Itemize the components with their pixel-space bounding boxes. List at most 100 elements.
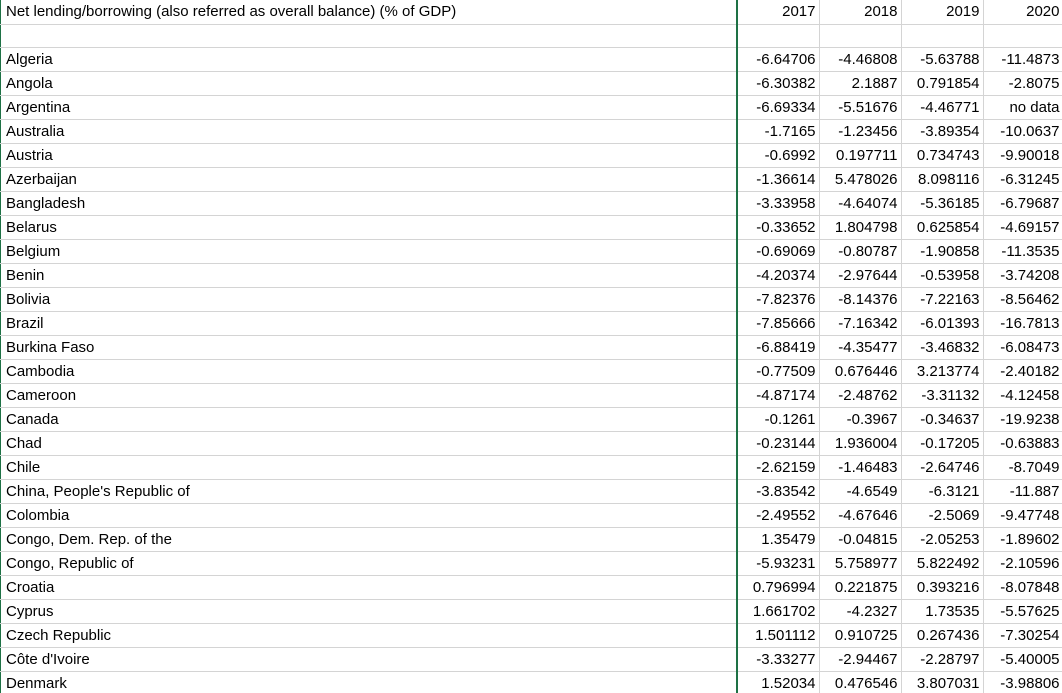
value-cell[interactable]: -2.48762: [819, 383, 902, 408]
value-cell[interactable]: -5.93231: [737, 551, 820, 576]
value-cell[interactable]: -0.23144: [737, 431, 820, 456]
value-cell[interactable]: -1.90858: [901, 239, 984, 264]
value-cell[interactable]: -5.63788: [901, 47, 984, 72]
value-cell[interactable]: -4.2327: [819, 599, 902, 624]
value-cell[interactable]: -6.3121: [901, 479, 984, 504]
value-cell[interactable]: 0.197711: [819, 143, 902, 168]
country-cell[interactable]: Czech Republic: [0, 623, 738, 648]
value-cell[interactable]: 0.910725: [819, 623, 902, 648]
value-cell[interactable]: 1.35479: [737, 527, 820, 552]
value-cell[interactable]: -7.16342: [819, 311, 902, 336]
value-cell[interactable]: -6.64706: [737, 47, 820, 72]
value-cell[interactable]: -3.98806: [983, 671, 1062, 693]
value-cell[interactable]: 2.1887: [819, 71, 902, 96]
value-cell[interactable]: 0.734743: [901, 143, 984, 168]
value-cell[interactable]: -4.64074: [819, 191, 902, 216]
value-cell[interactable]: -1.7165: [737, 119, 820, 144]
value-cell[interactable]: -6.69334: [737, 95, 820, 120]
value-cell[interactable]: -0.77509: [737, 359, 820, 384]
value-cell[interactable]: -2.49552: [737, 503, 820, 528]
value-cell[interactable]: 3.213774: [901, 359, 984, 384]
country-cell[interactable]: Cyprus: [0, 599, 738, 624]
value-cell[interactable]: -11.887: [983, 479, 1062, 504]
value-cell[interactable]: 0.476546: [819, 671, 902, 693]
value-cell[interactable]: 5.478026: [819, 167, 902, 192]
value-cell[interactable]: -1.46483: [819, 455, 902, 480]
value-cell[interactable]: -16.7813: [983, 311, 1062, 336]
value-cell[interactable]: -2.62159: [737, 455, 820, 480]
value-cell[interactable]: -11.3535: [983, 239, 1062, 264]
value-cell[interactable]: -2.10596: [983, 551, 1062, 576]
country-cell[interactable]: Colombia: [0, 503, 738, 528]
value-cell[interactable]: -2.97644: [819, 263, 902, 288]
value-cell[interactable]: -0.3967: [819, 407, 902, 432]
value-cell[interactable]: -8.7049: [983, 455, 1062, 480]
country-cell[interactable]: Cameroon: [0, 383, 738, 408]
value-cell[interactable]: -4.46808: [819, 47, 902, 72]
value-cell[interactable]: -8.07848: [983, 575, 1062, 600]
value-cell[interactable]: -3.33277: [737, 647, 820, 672]
country-cell[interactable]: Canada: [0, 407, 738, 432]
country-cell[interactable]: China, People's Republic of: [0, 479, 738, 504]
value-cell[interactable]: 1.73535: [901, 599, 984, 624]
value-cell[interactable]: 0.221875: [819, 575, 902, 600]
value-cell[interactable]: no data: [983, 95, 1062, 120]
value-cell[interactable]: 0.676446: [819, 359, 902, 384]
value-cell[interactable]: -4.46771: [901, 95, 984, 120]
year-header-cell[interactable]: 2018: [819, 0, 902, 25]
country-cell[interactable]: Belgium: [0, 239, 738, 264]
empty-cell[interactable]: [901, 24, 984, 48]
value-cell[interactable]: -5.57625: [983, 599, 1062, 624]
value-cell[interactable]: -4.6549: [819, 479, 902, 504]
value-cell[interactable]: -1.23456: [819, 119, 902, 144]
value-cell[interactable]: -3.89354: [901, 119, 984, 144]
country-cell[interactable]: Belarus: [0, 215, 738, 240]
empty-cell[interactable]: [0, 24, 738, 48]
value-cell[interactable]: -6.08473: [983, 335, 1062, 360]
value-cell[interactable]: -1.89602: [983, 527, 1062, 552]
value-cell[interactable]: -0.63883: [983, 431, 1062, 456]
value-cell[interactable]: 0.393216: [901, 575, 984, 600]
value-cell[interactable]: -0.33652: [737, 215, 820, 240]
value-cell[interactable]: -2.94467: [819, 647, 902, 672]
value-cell[interactable]: -0.53958: [901, 263, 984, 288]
country-cell[interactable]: Denmark: [0, 671, 738, 693]
value-cell[interactable]: 3.807031: [901, 671, 984, 693]
value-cell[interactable]: -2.40182: [983, 359, 1062, 384]
value-cell[interactable]: -2.05253: [901, 527, 984, 552]
value-cell[interactable]: -0.80787: [819, 239, 902, 264]
country-cell[interactable]: Angola: [0, 71, 738, 96]
value-cell[interactable]: -5.40005: [983, 647, 1062, 672]
year-header-cell[interactable]: 2020: [983, 0, 1062, 25]
value-cell[interactable]: 1.52034: [737, 671, 820, 693]
value-cell[interactable]: -0.1261: [737, 407, 820, 432]
country-cell[interactable]: Argentina: [0, 95, 738, 120]
value-cell[interactable]: -2.64746: [901, 455, 984, 480]
value-cell[interactable]: 0.791854: [901, 71, 984, 96]
value-cell[interactable]: -8.56462: [983, 287, 1062, 312]
value-cell[interactable]: 5.822492: [901, 551, 984, 576]
value-cell[interactable]: -1.36614: [737, 167, 820, 192]
value-cell[interactable]: 1.501112: [737, 623, 820, 648]
value-cell[interactable]: 1.661702: [737, 599, 820, 624]
value-cell[interactable]: 0.267436: [901, 623, 984, 648]
value-cell[interactable]: -0.34637: [901, 407, 984, 432]
country-cell[interactable]: Congo, Dem. Rep. of the: [0, 527, 738, 552]
value-cell[interactable]: -6.30382: [737, 71, 820, 96]
value-cell[interactable]: -3.33958: [737, 191, 820, 216]
value-cell[interactable]: 1.804798: [819, 215, 902, 240]
value-cell[interactable]: -3.83542: [737, 479, 820, 504]
value-cell[interactable]: -7.22163: [901, 287, 984, 312]
value-cell[interactable]: -4.87174: [737, 383, 820, 408]
country-cell[interactable]: Côte d'Ivoire: [0, 647, 738, 672]
value-cell[interactable]: -9.47748: [983, 503, 1062, 528]
year-header-cell[interactable]: 2017: [737, 0, 820, 25]
value-cell[interactable]: -10.0637: [983, 119, 1062, 144]
value-cell[interactable]: -8.14376: [819, 287, 902, 312]
value-cell[interactable]: -6.88419: [737, 335, 820, 360]
country-cell[interactable]: Chad: [0, 431, 738, 456]
country-cell[interactable]: Azerbaijan: [0, 167, 738, 192]
value-cell[interactable]: -2.5069: [901, 503, 984, 528]
value-cell[interactable]: -4.67646: [819, 503, 902, 528]
country-cell[interactable]: Bangladesh: [0, 191, 738, 216]
